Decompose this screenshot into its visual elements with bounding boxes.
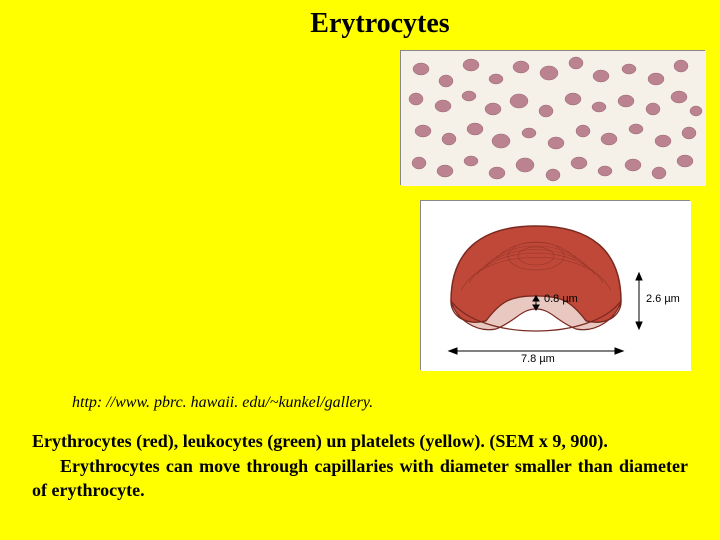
paragraph-2: Erythrocytes can move through capillarie… xyxy=(32,455,688,502)
page-title: Erytrocytes xyxy=(0,8,720,40)
paragraph-1: Erythrocytes (red), leukocytes (green) u… xyxy=(32,430,688,453)
dim-right: 2.6 µm xyxy=(646,293,680,305)
erythrocyte-diagram: 0.8 µm 2.6 µm 7.8 µm xyxy=(420,200,690,370)
dim-bottom: 7.8 µm xyxy=(521,353,555,365)
dim-center: 0.8 µm xyxy=(544,293,578,305)
microscopy-image xyxy=(400,50,705,185)
image-source-caption: http: //www. pbrc. hawaii. edu/~kunkel/g… xyxy=(72,394,373,412)
body-text: Erythrocytes (red), leukocytes (green) u… xyxy=(32,430,688,504)
